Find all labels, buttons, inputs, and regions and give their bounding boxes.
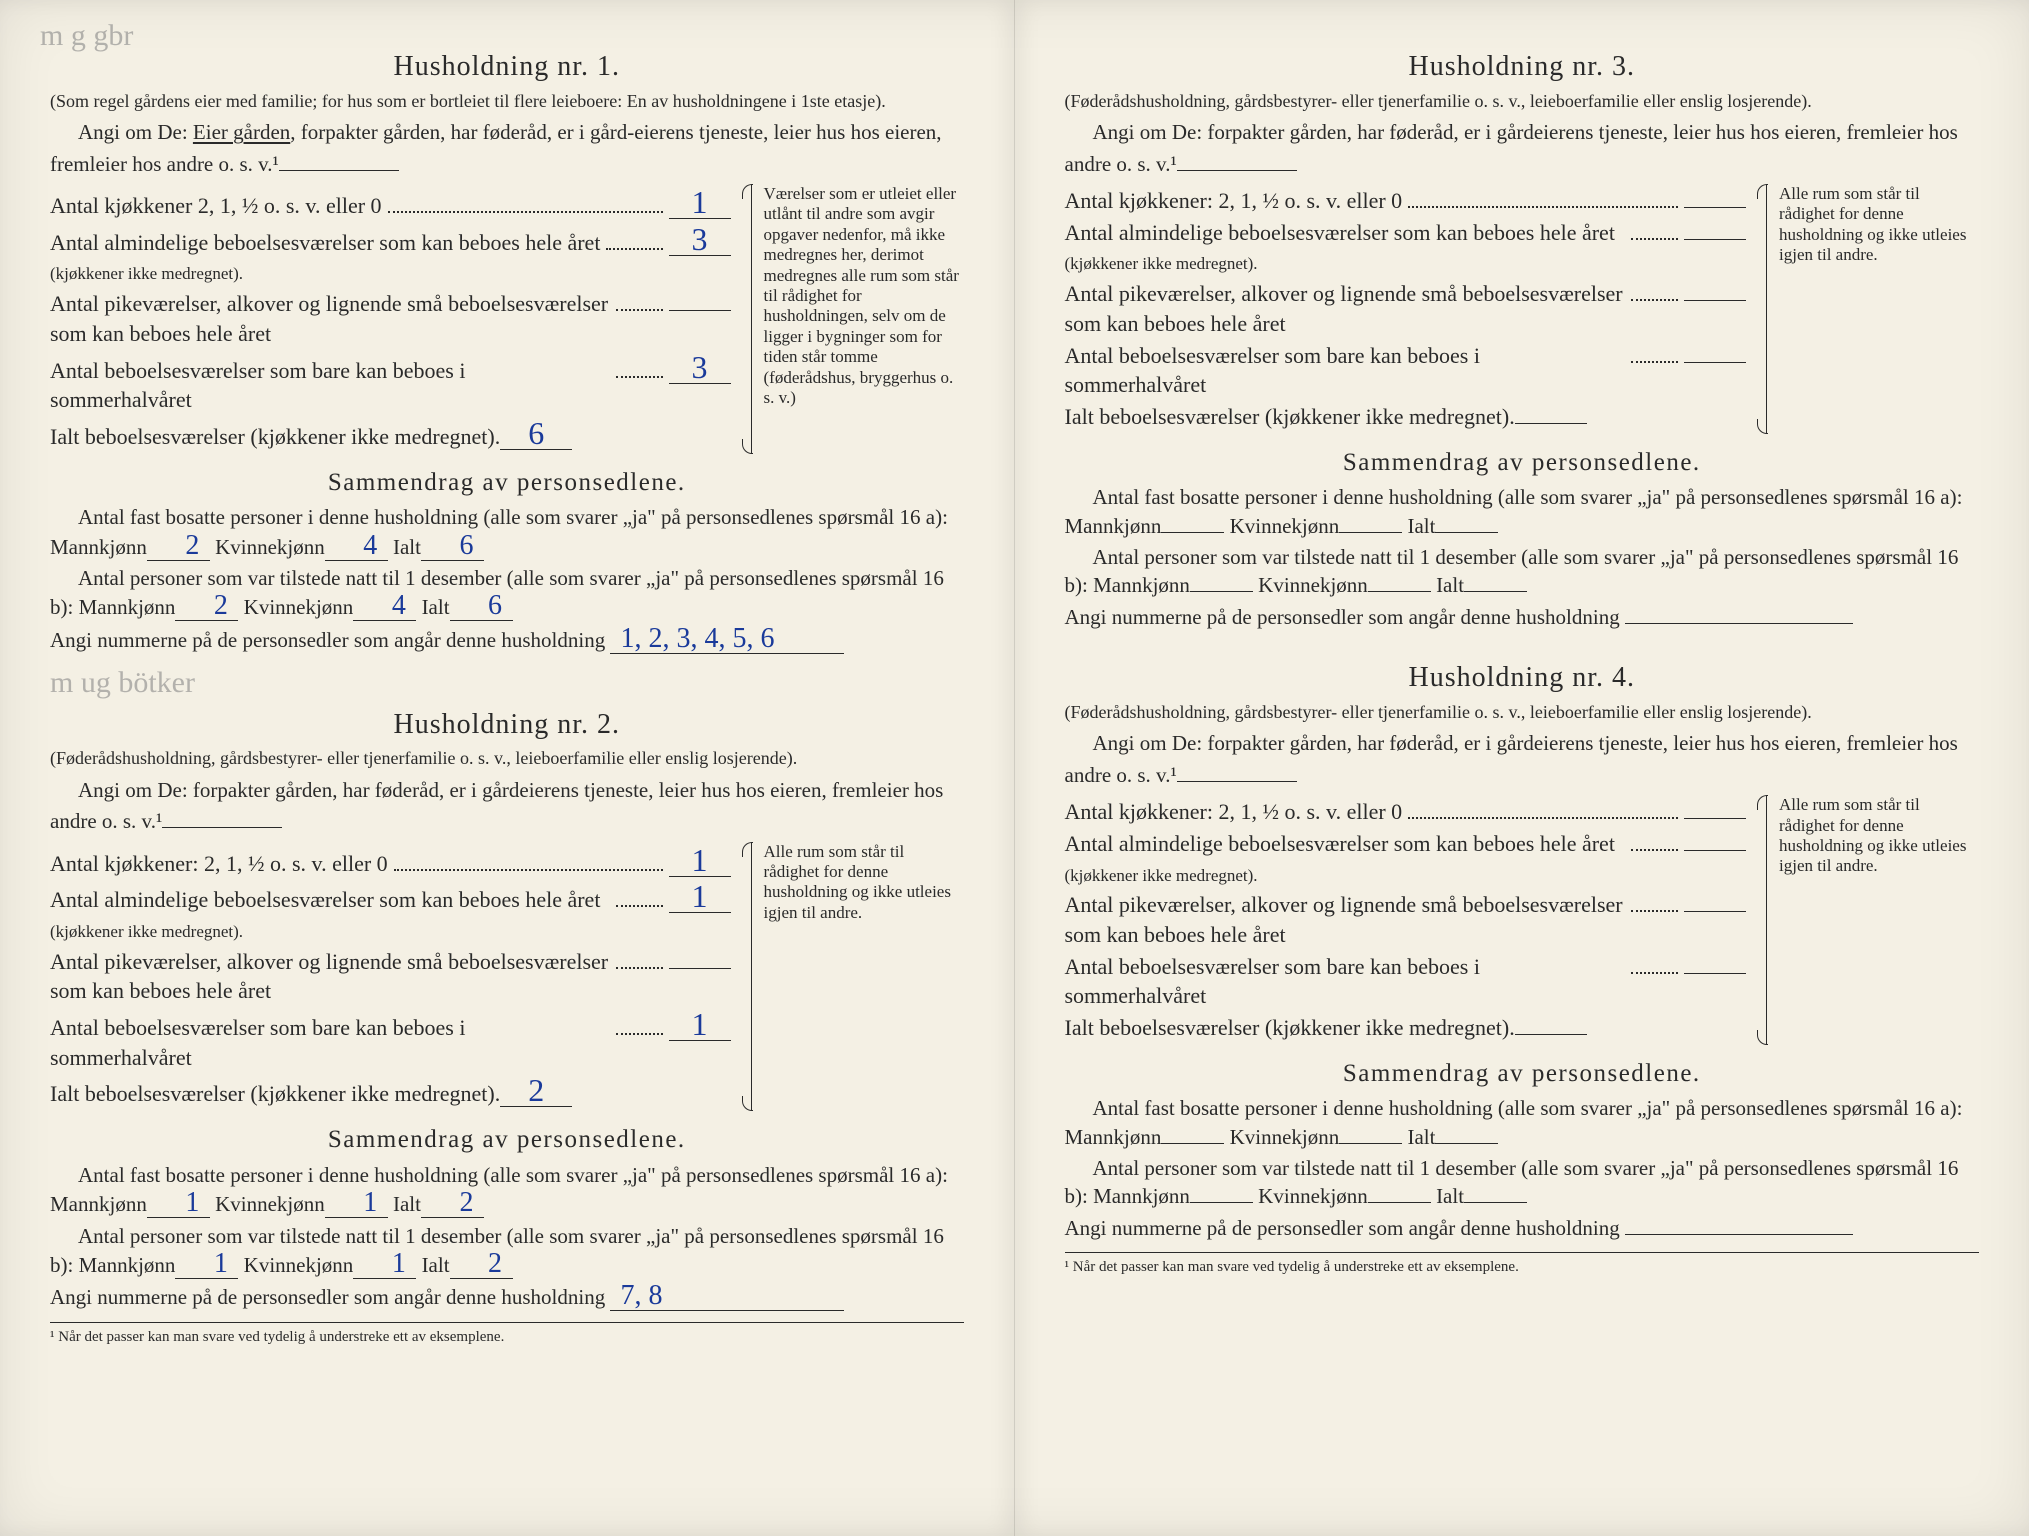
h4-kitchen-value <box>1684 818 1746 819</box>
h4-summer-value <box>1684 973 1746 974</box>
h2-a-female: 1 <box>325 1189 388 1218</box>
h2-b-total: 2 <box>450 1250 513 1279</box>
h3-b-total <box>1464 591 1527 592</box>
h3-b-male <box>1190 591 1253 592</box>
h1-b-female: 4 <box>353 592 416 621</box>
h4-options: Angi om De: forpakter gården, har føderå… <box>1065 729 1980 789</box>
h2-rooms-year-value: 1 <box>669 880 731 913</box>
h1-questions-block: Antal kjøkkener 2, 1, ½ o. s. v. eller 0… <box>50 184 964 454</box>
h3-options: Angi om De: forpakter gården, har føderå… <box>1065 118 1980 178</box>
h2-16a: Antal fast bosatte personer i denne hush… <box>50 1161 964 1219</box>
h2-b-male: 1 <box>175 1250 238 1279</box>
document-spread: m g gbr Husholdning nr. 1. (Som regel gå… <box>0 0 2029 1536</box>
footnote-right: ¹ Når det passer kan man svare ved tydel… <box>1065 1252 1980 1277</box>
note-box-short: Alle rum som står til rådighet for denne… <box>751 842 964 1112</box>
h1-summer-value: 3 <box>669 351 731 384</box>
h3-a-total <box>1435 532 1498 533</box>
h4-title: Husholdning nr. 4. <box>1065 659 1980 697</box>
footnote-left: ¹ Når det passer kan man svare ved tydel… <box>50 1322 964 1347</box>
q-kitchen: Antal kjøkkener 2, 1, ½ o. s. v. eller 0 <box>50 191 382 221</box>
h1-small-rooms-value <box>669 310 731 311</box>
h1-a-male: 2 <box>147 532 210 561</box>
h2-title: Husholdning nr. 2. <box>50 706 964 744</box>
h4-small-rooms-value <box>1684 911 1746 912</box>
h3-b-female <box>1368 591 1431 592</box>
h1-underlined-option: Eier gården <box>193 120 290 144</box>
note-box-long: Værelser som er utleiet eller utlånt til… <box>751 184 964 454</box>
h2-b-female: 1 <box>353 1250 416 1279</box>
h3-a-male <box>1161 532 1224 533</box>
h1-numbers: 1, 2, 3, 4, 5, 6 <box>610 625 844 654</box>
h1-16b: Antal personer som var tilstede natt til… <box>50 564 964 622</box>
h1-a-total: 6 <box>421 532 484 561</box>
h4-b-total <box>1464 1202 1527 1203</box>
q-total: Ialt beboelsesværelser (kjøkkener ikke m… <box>50 422 500 452</box>
h2-subtitle: (Føderådshusholdning, gårdsbestyrer- ell… <box>50 747 964 770</box>
h1-options: Angi om De: Eier gården, forpakter gårde… <box>50 118 964 178</box>
h3-numbers-line: Angi nummerne på de personsedler som ang… <box>1065 603 1980 631</box>
h4-16b: Antal personer som var tilstede natt til… <box>1065 1154 1980 1211</box>
h1-kitchen-value: 1 <box>669 186 731 219</box>
h2-a-total: 2 <box>421 1189 484 1218</box>
h4-numbers-line: Angi nummerne på de personsedler som ang… <box>1065 1214 1980 1242</box>
h3-kitchen-value <box>1684 207 1746 208</box>
h2-numbers: 7, 8 <box>610 1282 844 1311</box>
note-box-short-4: Alle rum som står til rådighet for denne… <box>1766 795 1979 1045</box>
q-rooms-year: Antal almindelige beboelsesværelser som … <box>50 228 600 287</box>
h1-title: Husholdning nr. 1. <box>50 48 964 86</box>
h1-subtitle: (Som regel gårdens eier med familie; for… <box>50 90 964 113</box>
h3-small-rooms-value <box>1684 300 1746 301</box>
h4-a-female <box>1339 1143 1402 1144</box>
h4-summary-head: Sammendrag av personsedlene. <box>1065 1057 1980 1091</box>
h3-rooms-year-value <box>1684 239 1746 240</box>
h2-kitchen-value: 1 <box>669 844 731 877</box>
h4-rooms-year-value <box>1684 850 1746 851</box>
h3-16b: Antal personer som var tilstede natt til… <box>1065 543 1980 600</box>
h1-summary-head: Sammendrag av personsedlene. <box>50 466 964 500</box>
pencil-note-top: m g gbr <box>40 16 133 57</box>
h3-total-value <box>1515 423 1587 424</box>
h2-a-male: 1 <box>147 1189 210 1218</box>
h1-numbers-line: Angi nummerne på de personsedler som ang… <box>50 625 964 654</box>
h4-a-total <box>1435 1143 1498 1144</box>
h2-numbers-line: Angi nummerne på de personsedler som ang… <box>50 1282 964 1311</box>
h2-options: Angi om De: forpakter gården, har føderå… <box>50 776 964 836</box>
h4-a-male <box>1161 1143 1224 1144</box>
h1-b-male: 2 <box>175 592 238 621</box>
q-small-rooms: Antal pikeværelser, alkover og lignende … <box>50 289 610 348</box>
h4-b-female <box>1368 1202 1431 1203</box>
h4-numbers <box>1625 1234 1853 1235</box>
h3-16a: Antal fast bosatte personer i denne hush… <box>1065 483 1980 540</box>
intro-label: Angi om De: <box>78 120 188 144</box>
h4-subtitle: (Føderådshusholdning, gårdsbestyrer- ell… <box>1065 701 1980 724</box>
right-page: Husholdning nr. 3. (Føderådshusholdning,… <box>1015 0 2029 1536</box>
note-box-short-3: Alle rum som står til rådighet for denne… <box>1766 184 1979 434</box>
h2-small-rooms-value <box>669 968 731 969</box>
h3-title: Husholdning nr. 3. <box>1065 48 1980 86</box>
h4-16a: Antal fast bosatte personer i denne hush… <box>1065 1094 1980 1151</box>
h4-b-male <box>1190 1202 1253 1203</box>
h2-16b: Antal personer som var tilstede natt til… <box>50 1222 964 1280</box>
h2-summary-head: Sammendrag av personsedlene. <box>50 1123 964 1157</box>
h1-b-total: 6 <box>450 592 513 621</box>
h2-questions-block: Antal kjøkkener: 2, 1, ½ o. s. v. eller … <box>50 842 964 1112</box>
h3-numbers <box>1625 623 1853 624</box>
h3-summer-value <box>1684 362 1746 363</box>
h3-summary-head: Sammendrag av personsedlene. <box>1065 446 1980 480</box>
h3-a-female <box>1339 532 1402 533</box>
h3-questions-block: Antal kjøkkener: 2, 1, ½ o. s. v. eller … <box>1065 184 1980 434</box>
h4-total-value <box>1515 1034 1587 1035</box>
h2-total-value: 2 <box>500 1074 572 1107</box>
q-summer: Antal beboelsesværelser som bare kan beb… <box>50 356 610 415</box>
h3-subtitle: (Føderådshusholdning, gårdsbestyrer- ell… <box>1065 90 1980 113</box>
h2-summer-value: 1 <box>669 1008 731 1041</box>
h4-questions-block: Antal kjøkkener: 2, 1, ½ o. s. v. eller … <box>1065 795 1980 1045</box>
h1-rooms-year-value: 3 <box>669 223 731 256</box>
h1-a-female: 4 <box>325 532 388 561</box>
h1-total-value: 6 <box>500 417 572 450</box>
left-page: m g gbr Husholdning nr. 1. (Som regel gå… <box>0 0 1015 1536</box>
pencil-note-mid: m ug bötker <box>50 663 964 704</box>
h1-16a: Antal fast bosatte personer i denne hush… <box>50 503 964 561</box>
